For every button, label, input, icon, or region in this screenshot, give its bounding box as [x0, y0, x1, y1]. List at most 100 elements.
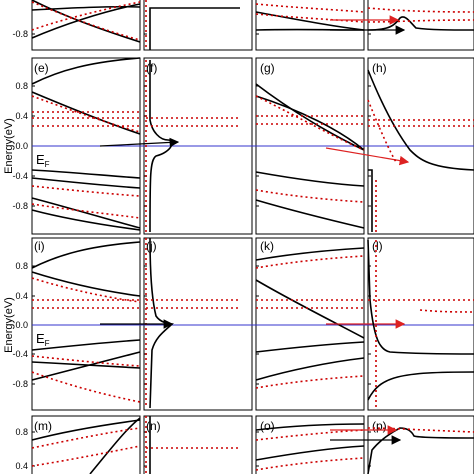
fermi-label-row2: EF: [36, 152, 50, 169]
p-dos: [367, 427, 474, 474]
h-dos-low: [368, 169, 373, 232]
panel-label-k: (k): [260, 239, 274, 253]
e-band-6: [31, 209, 141, 231]
y-axis-label-row3: Energy(eV): [3, 297, 15, 353]
p-dot: [367, 427, 474, 433]
g-dot-1: [256, 115, 364, 125]
m-band-1: [31, 419, 141, 441]
panel-frame: [143, 415, 253, 474]
y-tick-label: 0.4: [15, 291, 28, 301]
e-band-2: [31, 91, 141, 135]
g-band-3: [255, 171, 365, 187]
f-dot-b: [146, 117, 240, 127]
i-band-3: [31, 339, 141, 351]
y-tick-label: 0.8: [15, 81, 28, 91]
i-band-2: [31, 271, 141, 297]
g-dot-3: [255, 189, 365, 203]
y-tick-label: 0.0: [15, 320, 28, 330]
h-dos: [367, 69, 474, 171]
g-band-4: [255, 199, 365, 229]
row4-curves: [31, 416, 474, 474]
panel-frame: [31, 0, 141, 51]
panel-frame: [367, 0, 474, 51]
y-tick-label: 0.8: [15, 427, 28, 437]
row1-col1-dot-b: [31, 1, 141, 31]
panel-label-n: (n): [146, 419, 161, 433]
j-dot-b: [146, 299, 240, 309]
row1-col1-dot-a: [31, 1, 141, 41]
row1-col2-dos: [149, 7, 240, 50]
row1-col4-dos: [367, 16, 474, 31]
panel-label-i: (i): [34, 239, 45, 253]
e-band-5: [31, 197, 141, 229]
panel-label-m: (m): [34, 419, 52, 433]
row2-curves: [31, 57, 474, 233]
f-arrow-black: [99, 137, 180, 148]
y-axis-label-row2: Energy(eV): [3, 118, 15, 174]
h-dot-1: [368, 119, 474, 127]
k-dot-1: [256, 299, 364, 309]
i-band-4: [31, 361, 141, 369]
row1-col3-band-a: [255, 11, 365, 31]
k-band-1: [255, 247, 365, 261]
y-tick-label: 0.0: [15, 141, 28, 151]
panel-label-g: (g): [260, 61, 275, 75]
g-band-1: [255, 83, 365, 151]
panel-label-j: (j): [146, 239, 157, 253]
panel-label-p: (p): [372, 419, 387, 433]
panel-frame: [255, 0, 365, 51]
e-band-1: [31, 57, 141, 85]
panel-frame: [31, 415, 141, 474]
fermi-label-row3: EF: [36, 331, 50, 348]
o-dot-1: [255, 429, 365, 441]
panel-labels: (e) (f) (g) (h) (i) (j) (k) (l) (m) (n) …: [34, 61, 387, 433]
i-band-5: [31, 351, 141, 381]
o-dot-2: [255, 457, 365, 471]
panel-label-o: (o): [260, 419, 275, 433]
panel-label-l: (l): [372, 239, 383, 253]
k-band-3: [255, 341, 365, 353]
e-band-4: [31, 177, 141, 189]
k-dot-3: [255, 375, 365, 389]
g-band-2: [255, 95, 365, 151]
row1-col3-dot-b: [255, 3, 365, 13]
axis-ticks: -0.8 0.8 0.4 0.0 -0.4 -0.8 0.8 0.4 0.0 -0.4 -0.8 0.…: [12, 29, 371, 471]
y-tick-label: -0.8: [12, 29, 28, 39]
y-tick-label: 0.8: [15, 261, 28, 271]
o-band-1: [255, 423, 365, 431]
l-dot-1: [368, 299, 474, 313]
k-band-4: [255, 357, 365, 381]
y-tick-label: -0.8: [12, 379, 28, 389]
row3-curves: [31, 237, 474, 409]
o-band-2: [255, 445, 365, 461]
panel-label-h: (h): [372, 61, 387, 75]
row1-col4-dot: [367, 7, 474, 13]
n-dot: [145, 416, 240, 474]
l-dos: [367, 239, 474, 355]
panel-frame: [367, 415, 474, 474]
panel-frames: [31, 0, 474, 474]
row1-col4-dot-b: [367, 19, 474, 23]
e-dot-4: [31, 95, 141, 133]
y-tick-label: 0.4: [15, 111, 28, 121]
row1-col1-band-c: [31, 5, 141, 11]
h-dot-2: [367, 99, 397, 163]
panel-label-f: (f): [146, 61, 157, 75]
k-dot-2: [255, 255, 365, 269]
i-dot-1: [32, 299, 140, 309]
panel-label-e: (e): [34, 61, 49, 75]
y-tick-label: 0.4: [15, 461, 28, 471]
e-dot-6: [31, 203, 141, 219]
i-band-1: [31, 241, 141, 269]
y-tick-label: -0.8: [12, 201, 28, 211]
k-band-2: [255, 279, 365, 339]
l-dos-low: [367, 371, 474, 401]
i-dot-2: [31, 277, 141, 303]
y-tick-label: -0.4: [12, 349, 28, 359]
g-dot-2: [255, 95, 365, 151]
row1-col3-dot-a: [255, 13, 365, 23]
e-band-3: [31, 169, 141, 179]
row1-curves: [31, 0, 474, 50]
j-dos: [149, 237, 174, 409]
